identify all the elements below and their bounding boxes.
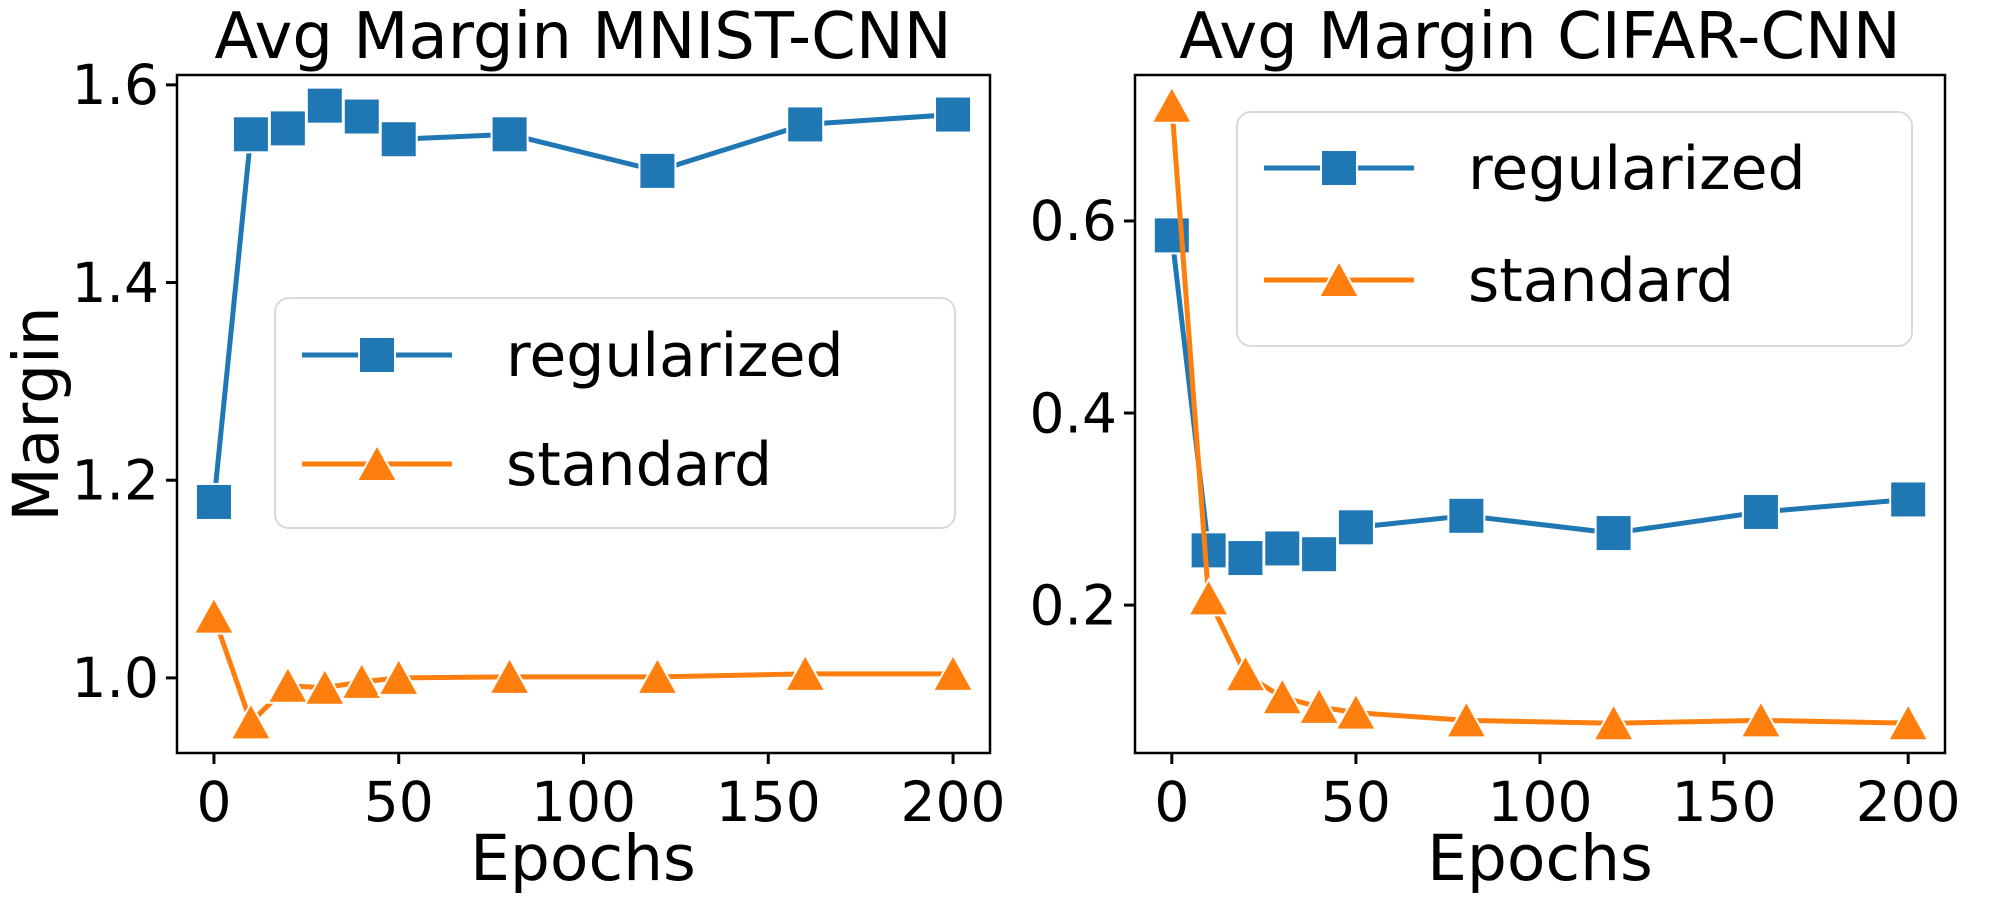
legend-marker-regularized <box>1320 149 1358 187</box>
data-point-standard <box>1297 685 1341 725</box>
data-point-standard <box>931 652 975 692</box>
legend-marker-standard <box>1317 258 1361 298</box>
data-point-standard <box>1739 699 1783 739</box>
x-tick-label: 150 <box>716 770 821 834</box>
x-tick-label: 200 <box>1856 770 1961 834</box>
legend-label-standard: standard <box>1468 246 1734 316</box>
chart-title: Avg Margin MNIST-CNN <box>214 0 951 74</box>
series-standard <box>192 595 975 741</box>
data-point-regularized <box>1226 539 1265 578</box>
data-point-regularized <box>379 120 418 159</box>
legend-label-regularized: regularized <box>506 321 844 391</box>
legend-label-standard: standard <box>506 430 772 500</box>
y-tick-label: 1.2 <box>72 448 159 512</box>
data-point-standard <box>340 660 384 700</box>
data-point-standard <box>303 666 347 706</box>
series-standard <box>1150 84 1930 742</box>
data-point-regularized <box>1336 508 1375 547</box>
series-regularized <box>1152 216 1928 578</box>
chart-title: Avg Margin CIFAR-CNN <box>1179 0 1901 74</box>
data-point-regularized <box>305 86 344 125</box>
series-line-standard <box>1169 103 1911 726</box>
data-point-regularized <box>638 151 677 190</box>
y-tick-label: 1.6 <box>72 53 159 117</box>
data-point-standard <box>1886 702 1930 742</box>
data-point-regularized <box>1741 492 1780 531</box>
legend-marker-standard <box>355 442 399 482</box>
legend-label-regularized: regularized <box>1468 134 1806 204</box>
data-point-standard <box>635 655 680 695</box>
data-point-standard <box>266 664 310 704</box>
data-point-standard <box>229 701 273 741</box>
data-point-regularized <box>194 482 233 521</box>
subplot-mnist: 0 50 100 150 200 1.0 1.2 1.4 1.6 Avg Margin MNIST… <box>0 0 1005 895</box>
data-point-regularized <box>1889 480 1928 519</box>
data-point-standard <box>1223 653 1268 693</box>
y-axis-label: Margin <box>0 306 73 521</box>
y-tick-label: 1.0 <box>72 646 159 710</box>
subplot-cifar: 0 50 100 150 200 0.2 0.4 0.6 Avg Margin CIFAR-CN… <box>1030 0 1961 895</box>
data-point-standard <box>192 595 236 635</box>
y-tick-label: 0.2 <box>1030 573 1117 637</box>
data-point-regularized <box>268 109 307 148</box>
x-tick-label: 100 <box>1488 770 1593 834</box>
data-point-standard <box>1150 84 1194 124</box>
x-tick-label: 50 <box>364 770 434 834</box>
data-point-regularized <box>1263 529 1302 568</box>
x-axis-label: Epochs <box>1427 822 1653 895</box>
data-point-regularized <box>1594 514 1633 553</box>
x-tick-label: 100 <box>531 770 636 834</box>
data-point-regularized <box>342 97 381 136</box>
data-point-regularized <box>231 115 270 154</box>
x-axis-label: Epochs <box>470 822 696 895</box>
y-tick-label: 0.4 <box>1030 381 1117 445</box>
data-point-standard <box>1186 577 1231 617</box>
data-point-standard <box>1444 699 1489 739</box>
data-point-regularized <box>1447 496 1486 535</box>
series-line-standard <box>211 614 956 725</box>
data-point-regularized <box>490 115 529 154</box>
data-point-regularized <box>1189 531 1228 570</box>
data-point-regularized <box>934 95 973 134</box>
data-point-regularized <box>786 105 825 144</box>
legend: regularized standard <box>1236 111 1913 347</box>
legend-marker-regularized <box>358 336 396 374</box>
series-regularized <box>194 86 973 521</box>
data-point-regularized <box>1152 216 1191 255</box>
legend: regularized standard <box>274 297 956 529</box>
data-point-standard <box>1591 702 1636 742</box>
data-point-standard <box>487 655 532 695</box>
y-tick-label: 1.4 <box>72 251 159 315</box>
x-tick-label: 150 <box>1672 770 1777 834</box>
x-tick-label: 200 <box>901 770 1006 834</box>
data-point-regularized <box>1300 535 1339 574</box>
data-point-standard <box>783 652 827 692</box>
y-tick-label: 0.6 <box>1030 189 1117 253</box>
data-point-standard <box>377 656 421 696</box>
data-point-standard <box>1334 691 1378 731</box>
x-tick-label: 50 <box>1321 770 1391 834</box>
data-point-standard <box>1260 676 1304 716</box>
x-tick-label: 0 <box>1154 770 1189 834</box>
x-tick-label: 0 <box>196 770 231 834</box>
